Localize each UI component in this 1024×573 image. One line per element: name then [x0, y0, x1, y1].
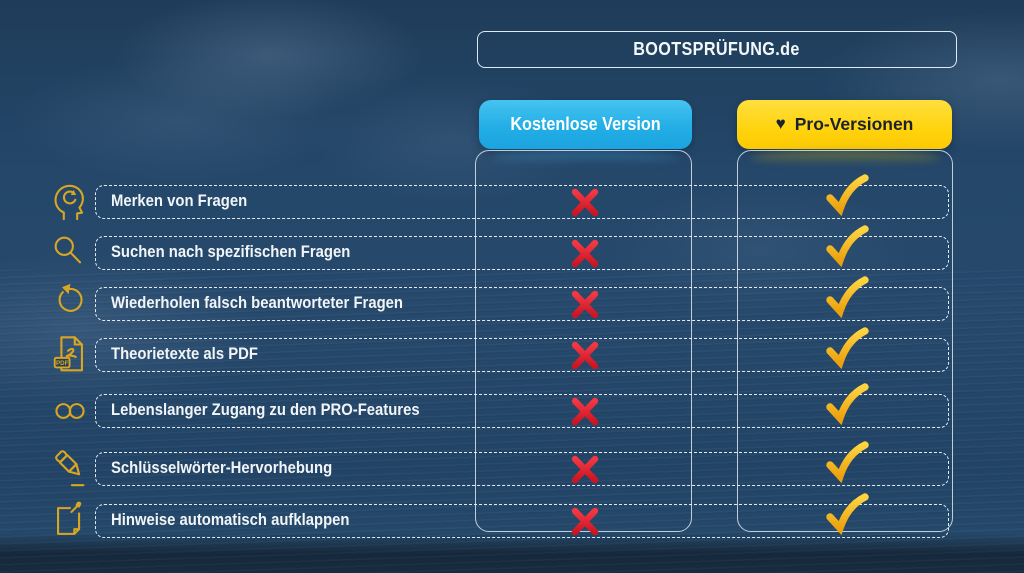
free-version-button[interactable]: Kostenlose Version [479, 100, 692, 149]
pro-version-label: Pro-Versionen [794, 114, 914, 134]
free-version-label: Kostenlose Version [510, 114, 661, 134]
highlighter-icon [47, 448, 93, 490]
feature-row-wiederholen: Wiederholen falsch beantworteter Fragen [58, 276, 949, 322]
repeat-icon [47, 283, 93, 325]
feature-row-lebenslang: Lebenslanger Zugang zu den PRO-Features [55, 383, 949, 429]
feature-row-hervorhebung: Schlüsselwörter-Hervorhebung [55, 441, 949, 487]
check-icon [822, 222, 872, 270]
cross-icon [568, 235, 602, 271]
cross-icon [568, 184, 602, 220]
feature-label: Wiederholen falsch beantworteter Fragen [111, 294, 403, 312]
check-icon [822, 171, 872, 219]
site-title: BOOTSPRÜFUNG.de [633, 39, 801, 59]
search-icon [47, 232, 93, 274]
heart-icon: ♥ [775, 114, 786, 133]
cross-icon [568, 286, 602, 322]
check-icon [822, 380, 872, 428]
feature-label: Theorietexte als PDF [111, 345, 258, 363]
check-icon [822, 273, 872, 321]
check-icon [822, 438, 872, 486]
feature-label: Merken von Fragen [111, 192, 248, 210]
infinity-icon [47, 390, 93, 432]
pro-version-button[interactable]: ♥ Pro-Versionen [737, 100, 952, 149]
cross-icon [568, 337, 602, 373]
check-icon [822, 490, 872, 538]
cross-icon [568, 393, 602, 429]
feature-row-hinweise: Hinweise automatisch aufklappen [57, 493, 949, 539]
free-button-reflection [492, 150, 680, 165]
site-title-badge[interactable]: BOOTSPRÜFUNG.de [477, 31, 957, 68]
feature-row-pdf: PDF Theorietexte als PDF [53, 327, 949, 373]
cross-icon [568, 503, 602, 539]
feature-label: Suchen nach spezifischen Fragen [111, 243, 351, 261]
feature-row-suchen: Suchen nach spezifischen Fragen [54, 225, 949, 271]
cross-icon [568, 451, 602, 487]
pdf-file-icon: PDF [47, 334, 93, 376]
pdf-label: PDF [56, 360, 69, 367]
feature-label: Hinweise automatisch aufklappen [111, 511, 350, 529]
memory-head-icon [47, 181, 93, 223]
expand-note-icon [47, 500, 93, 542]
feature-label: Lebenslanger Zugang zu den PRO-Features [111, 401, 420, 419]
pro-button-reflection [750, 150, 940, 165]
feature-row-merken: Merken von Fragen [54, 174, 949, 221]
check-icon [822, 324, 872, 372]
feature-label: Schlüsselwörter-Hervorhebung [111, 459, 333, 477]
